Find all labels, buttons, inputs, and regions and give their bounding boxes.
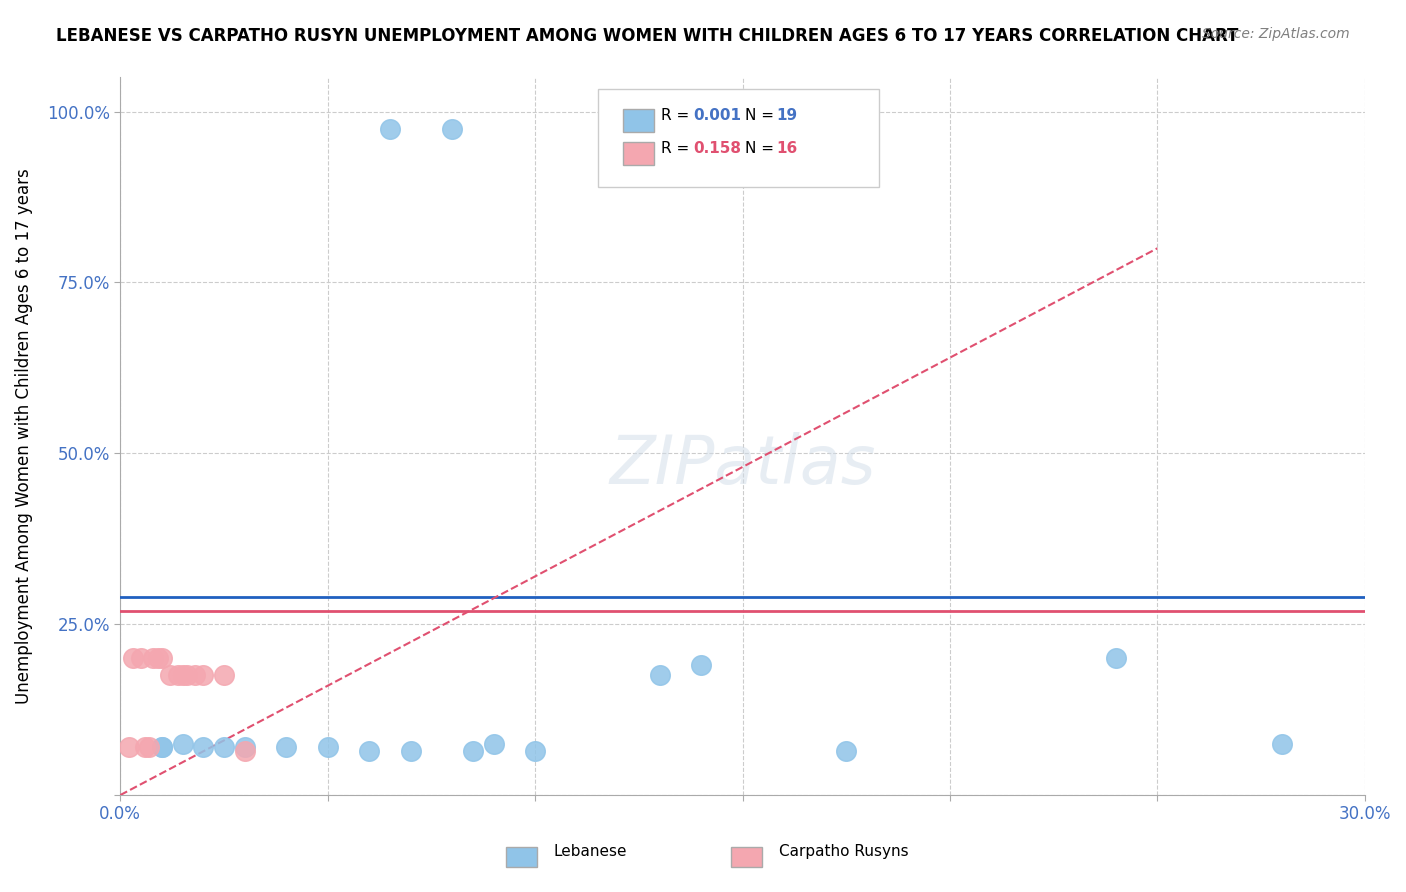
Point [1271,737,1294,751]
Point [399,744,422,758]
Point [524,744,547,758]
Point [159,668,181,682]
Point [134,740,156,755]
Text: N =: N = [745,109,779,123]
Point [441,121,464,136]
Text: 0.158: 0.158 [693,142,741,156]
Point [138,740,160,755]
Point [172,668,194,682]
Point [121,651,143,665]
Point [176,668,198,682]
Text: Source: ZipAtlas.com: Source: ZipAtlas.com [1202,27,1350,41]
Text: 0.001: 0.001 [693,109,741,123]
Point [184,668,207,682]
Point [482,737,505,751]
Point [146,651,169,665]
Point [233,744,256,758]
Text: LEBANESE VS CARPATHO RUSYN UNEMPLOYMENT AMONG WOMEN WITH CHILDREN AGES 6 TO 17 Y: LEBANESE VS CARPATHO RUSYN UNEMPLOYMENT … [56,27,1239,45]
Point [142,651,165,665]
Point [276,740,298,755]
Point [461,744,484,758]
Point [316,740,339,755]
Point [648,121,671,136]
Point [212,668,235,682]
Point [233,740,256,755]
Text: Lebanese: Lebanese [554,845,627,859]
Point [1105,651,1128,665]
Y-axis label: Unemployment Among Women with Children Ages 6 to 17 years: Unemployment Among Women with Children A… [15,169,32,704]
Point [193,668,215,682]
Text: Carpatho Rusyns: Carpatho Rusyns [779,845,908,859]
Text: N =: N = [745,142,779,156]
Point [150,740,173,755]
Point [835,744,858,758]
Point [193,740,215,755]
Text: 19: 19 [776,109,797,123]
Text: R =: R = [661,109,695,123]
Point [378,121,401,136]
Point [150,651,173,665]
Text: R =: R = [661,142,695,156]
Text: ZIPatlas: ZIPatlas [609,432,876,498]
Point [129,651,152,665]
Text: 16: 16 [776,142,797,156]
Point [212,740,235,755]
Point [648,668,671,682]
Point [172,737,194,751]
Point [359,744,381,758]
Point [117,740,139,755]
Point [690,658,713,673]
Point [167,668,190,682]
Point [150,740,173,755]
